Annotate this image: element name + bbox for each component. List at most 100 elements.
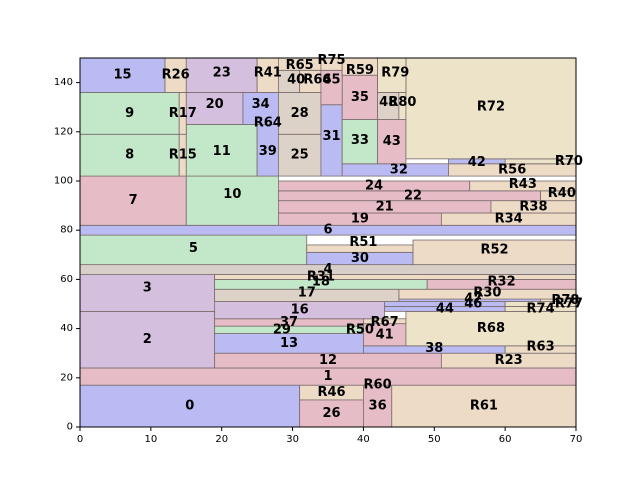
rect-label-23: 23 bbox=[213, 65, 231, 80]
rect-label-r40: R40 bbox=[548, 186, 576, 201]
rect-0 bbox=[79, 384, 301, 428]
y-tick-label: 40 bbox=[60, 323, 73, 334]
x-tick-label: 30 bbox=[286, 434, 299, 445]
rect-label-r30: R30 bbox=[473, 285, 501, 300]
rect-label-0: 0 bbox=[185, 399, 194, 414]
rect-label-29: 29 bbox=[273, 322, 291, 337]
rect-label-32: 32 bbox=[390, 162, 408, 177]
rect-label-r80: R80 bbox=[388, 95, 416, 110]
rect-26 bbox=[299, 399, 364, 428]
rect-label-46: 46 bbox=[464, 297, 482, 312]
rect-label-r50: R50 bbox=[346, 322, 374, 337]
rect-36 bbox=[363, 384, 393, 428]
rect-28 bbox=[277, 92, 322, 135]
rect-label-r78: R78 bbox=[551, 293, 579, 308]
rect-label-r41: R41 bbox=[254, 65, 282, 80]
x-tick-label: 50 bbox=[428, 434, 441, 445]
rect-label-r26: R26 bbox=[162, 68, 190, 83]
rects-layer bbox=[79, 57, 577, 428]
rect-label-28: 28 bbox=[291, 106, 309, 121]
rect-label-15: 15 bbox=[113, 68, 131, 83]
rect-label-42: 42 bbox=[468, 155, 486, 170]
rect-label-r46: R46 bbox=[317, 385, 345, 400]
rect-label-r52: R52 bbox=[480, 242, 508, 257]
rect-label-8: 8 bbox=[125, 148, 134, 163]
rect-label-12: 12 bbox=[319, 353, 337, 368]
rect-label-18: 18 bbox=[312, 274, 330, 289]
rect-7 bbox=[79, 175, 187, 226]
rect-label-r43: R43 bbox=[509, 177, 537, 192]
x-tick-label: 0 bbox=[77, 434, 83, 445]
rect-label-31: 31 bbox=[322, 129, 340, 144]
rect-label-17: 17 bbox=[298, 285, 316, 300]
x-axis: 0 10 20 30 40 50 60 70 bbox=[77, 427, 583, 445]
rect-label-1: 1 bbox=[323, 369, 332, 384]
x-tick-label: 60 bbox=[499, 434, 512, 445]
rect-label-20: 20 bbox=[206, 97, 224, 112]
rect-label-10: 10 bbox=[223, 187, 241, 202]
rect-label-16: 16 bbox=[291, 303, 309, 318]
rect-label-r38: R38 bbox=[519, 199, 547, 214]
rect-r79 bbox=[377, 57, 407, 93]
rect-r31 bbox=[214, 274, 577, 280]
rect-label-2: 2 bbox=[143, 332, 152, 347]
rect-label-r60: R60 bbox=[364, 378, 392, 393]
rect-label-5: 5 bbox=[189, 241, 198, 256]
rect-33 bbox=[341, 119, 378, 165]
rect-label-37: 37 bbox=[280, 315, 298, 330]
rect-label-r67: R67 bbox=[371, 315, 399, 330]
y-tick-label: 60 bbox=[60, 274, 73, 285]
rect-label-38: 38 bbox=[425, 341, 443, 356]
rect-label-47: 47 bbox=[464, 292, 482, 307]
rect-2 bbox=[79, 310, 216, 369]
rect-label-36: 36 bbox=[369, 399, 387, 414]
rect-label-33: 33 bbox=[351, 133, 369, 148]
rect-label-19: 19 bbox=[351, 212, 369, 227]
plot-frame bbox=[79, 57, 577, 428]
rect-label-43: 43 bbox=[383, 134, 401, 149]
rect-20 bbox=[185, 92, 244, 125]
rect-label-45: 45 bbox=[322, 73, 340, 88]
rect-label-34: 34 bbox=[252, 97, 270, 112]
rect-r72 bbox=[405, 57, 577, 160]
x-tick-label: 10 bbox=[144, 434, 157, 445]
rect-label-35: 35 bbox=[351, 90, 369, 105]
rect-label-r31: R31 bbox=[307, 269, 335, 284]
rect-label-39: 39 bbox=[259, 144, 277, 159]
rect-34 bbox=[242, 92, 279, 125]
rect-r61 bbox=[391, 384, 577, 428]
rect-label-r65: R65 bbox=[286, 58, 314, 73]
y-tick-label: 140 bbox=[54, 77, 73, 88]
rect-label-r63: R63 bbox=[527, 340, 555, 355]
rect-label-44: 44 bbox=[436, 301, 454, 316]
rect-label-41: 41 bbox=[376, 327, 394, 342]
rect-label-22: 22 bbox=[404, 188, 422, 203]
rect-label-4: 4 bbox=[323, 262, 332, 277]
rect-label-6: 6 bbox=[323, 223, 332, 238]
rect-label-26: 26 bbox=[322, 406, 340, 421]
rect-label-21: 21 bbox=[376, 199, 394, 214]
y-axis: 0 20 40 60 80 100 120 140 bbox=[54, 77, 80, 433]
y-tick-label: 100 bbox=[54, 176, 73, 187]
rect-label-r56: R56 bbox=[498, 162, 526, 177]
y-tick-label: 80 bbox=[60, 225, 73, 236]
rect-label-r74: R74 bbox=[527, 301, 555, 316]
rect-label-r79: R79 bbox=[381, 65, 409, 80]
rect-label-13: 13 bbox=[280, 336, 298, 351]
rect-label-r72: R72 bbox=[477, 100, 505, 115]
rect-label-r75: R75 bbox=[317, 53, 345, 68]
rect-label-48: 48 bbox=[379, 95, 397, 110]
rect-label-r15: R15 bbox=[169, 148, 197, 163]
rect-label-r23: R23 bbox=[495, 353, 523, 368]
y-tick-label: 120 bbox=[54, 126, 73, 137]
x-tick-label: 40 bbox=[357, 434, 370, 445]
x-tick-label: 70 bbox=[570, 434, 583, 445]
x-tick-label: 20 bbox=[215, 434, 228, 445]
rect-label-r70: R70 bbox=[555, 154, 583, 169]
rect-label-30: 30 bbox=[351, 251, 369, 266]
rect-label-r59: R59 bbox=[346, 63, 374, 78]
rect-label-7: 7 bbox=[129, 193, 138, 208]
y-tick-label: 20 bbox=[60, 372, 73, 383]
